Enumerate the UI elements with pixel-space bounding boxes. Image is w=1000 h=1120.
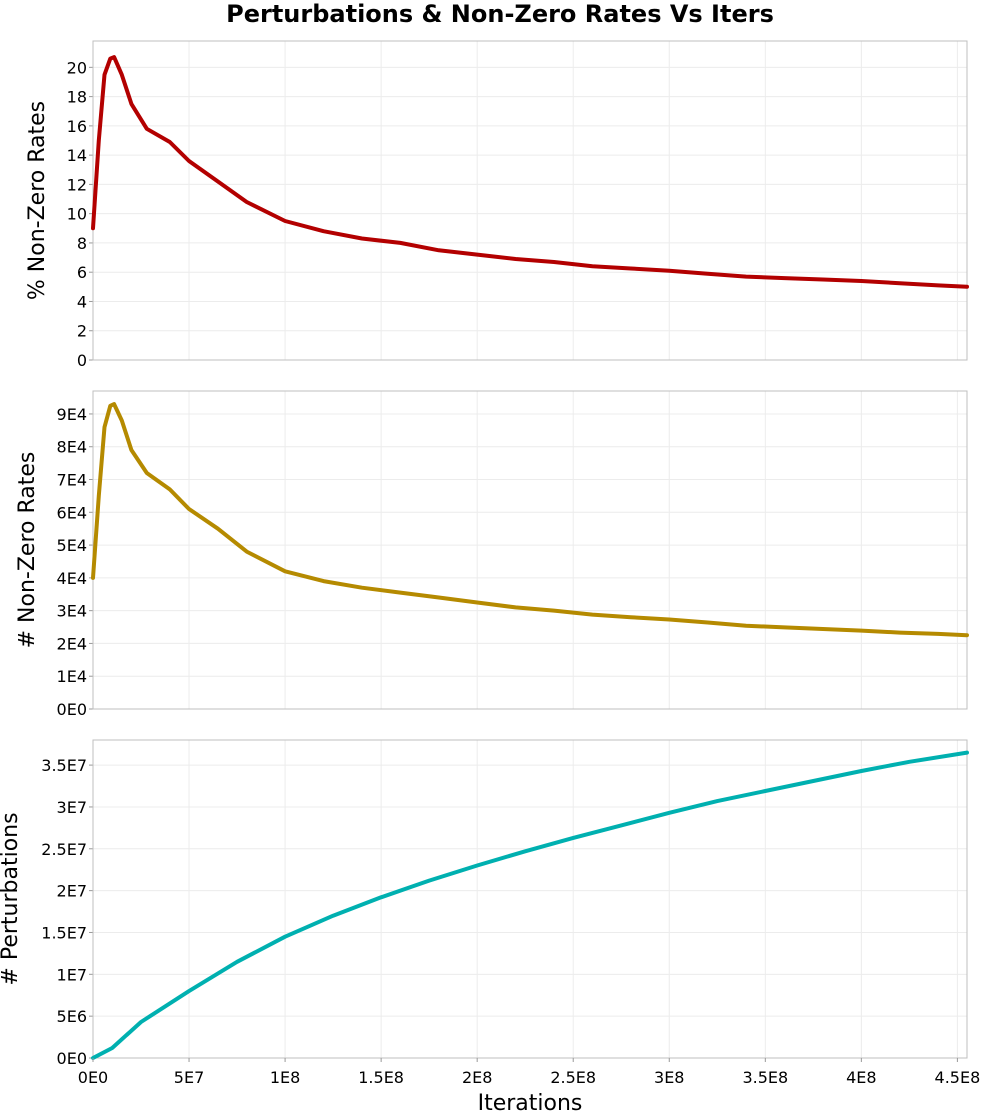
series-line <box>91 750 969 1060</box>
y-tick-label: 2.5E7 <box>41 840 87 859</box>
y-tick-label: 5E6 <box>57 1007 87 1026</box>
x-tick-label: 5E7 <box>174 1068 204 1087</box>
y-tick-label: 0E0 <box>57 700 87 719</box>
y-tick-label: 0E0 <box>57 1049 87 1068</box>
x-axis-label: Iterations <box>478 1091 583 1116</box>
y-tick-label: 20 <box>67 58 87 77</box>
y-tick-label: 2E7 <box>57 882 87 901</box>
y-tick-label: 3.5E7 <box>41 756 87 775</box>
chart-title: Perturbations & Non-Zero Rates Vs Iters <box>226 0 774 28</box>
panel-3: 0E0 5E6 1E7 1.5E7 2E7 2.5E7 3E7 3.5E7 # Perturba… <box>0 739 981 1087</box>
series-line <box>91 55 969 289</box>
y-tick-label: 2E4 <box>57 634 87 653</box>
x-tick-label: 3.5E8 <box>742 1068 788 1087</box>
panel-1: 0 2 4 6 8 10 12 14 16 18 20 % Non-Zero Rates <box>25 40 969 370</box>
y-tick-label: 4E4 <box>57 569 87 588</box>
y-tick-label: 12 <box>67 175 87 194</box>
y-tick-label: 2 <box>77 322 87 341</box>
y-tick-label: 16 <box>67 117 87 136</box>
y-tick-label: 18 <box>67 88 87 107</box>
x-tick-label: 1.5E8 <box>358 1068 404 1087</box>
y-axis-label: # Non-Zero Rates <box>15 452 40 649</box>
y-tick-label: 3E7 <box>57 798 87 817</box>
y-tick-label: 5E4 <box>57 536 87 555</box>
plot-frame <box>92 40 968 361</box>
y-tick-label: 6 <box>77 263 87 282</box>
series-line <box>91 402 969 638</box>
y-tick-label: 8E4 <box>57 438 87 457</box>
y-tick-label: 8 <box>77 234 87 253</box>
x-tick-label: 1E8 <box>270 1068 300 1087</box>
y-tick-label: 3E4 <box>57 602 87 621</box>
x-tick-label: 3E8 <box>654 1068 684 1087</box>
y-tick-label: 1.5E7 <box>41 923 87 942</box>
panel-2: 0E0 1E4 2E4 3E4 4E4 5E4 6E4 7E4 8E4 9E4 # Non-Zero… <box>15 390 969 719</box>
x-tick-label: 0E0 <box>78 1068 108 1087</box>
y-tick-label: 14 <box>67 146 87 165</box>
panels-layer: 0 2 4 6 8 10 12 14 16 18 20 % Non-Zero Rates 0E0 1E4 2… <box>0 40 981 1087</box>
y-tick-label: 7E4 <box>57 471 87 490</box>
plot-frame <box>92 390 968 710</box>
y-axis-label: # Perturbations <box>0 812 23 985</box>
y-tick-label: 10 <box>67 205 87 224</box>
y-tick-label: 4 <box>77 292 87 311</box>
y-tick-label: 1E7 <box>57 965 87 984</box>
y-tick-label: 9E4 <box>57 405 87 424</box>
x-tick-label: 4.5E8 <box>935 1068 981 1087</box>
y-axis-label: % Non-Zero Rates <box>25 101 50 300</box>
x-tick-label: 2E8 <box>462 1068 492 1087</box>
plot-frame <box>92 739 968 1059</box>
y-tick-label: 1E4 <box>57 667 87 686</box>
y-tick-label: 0 <box>77 351 87 370</box>
y-tick-label: 6E4 <box>57 503 87 522</box>
x-tick-label: 4E8 <box>846 1068 876 1087</box>
x-tick-label: 2.5E8 <box>550 1068 596 1087</box>
